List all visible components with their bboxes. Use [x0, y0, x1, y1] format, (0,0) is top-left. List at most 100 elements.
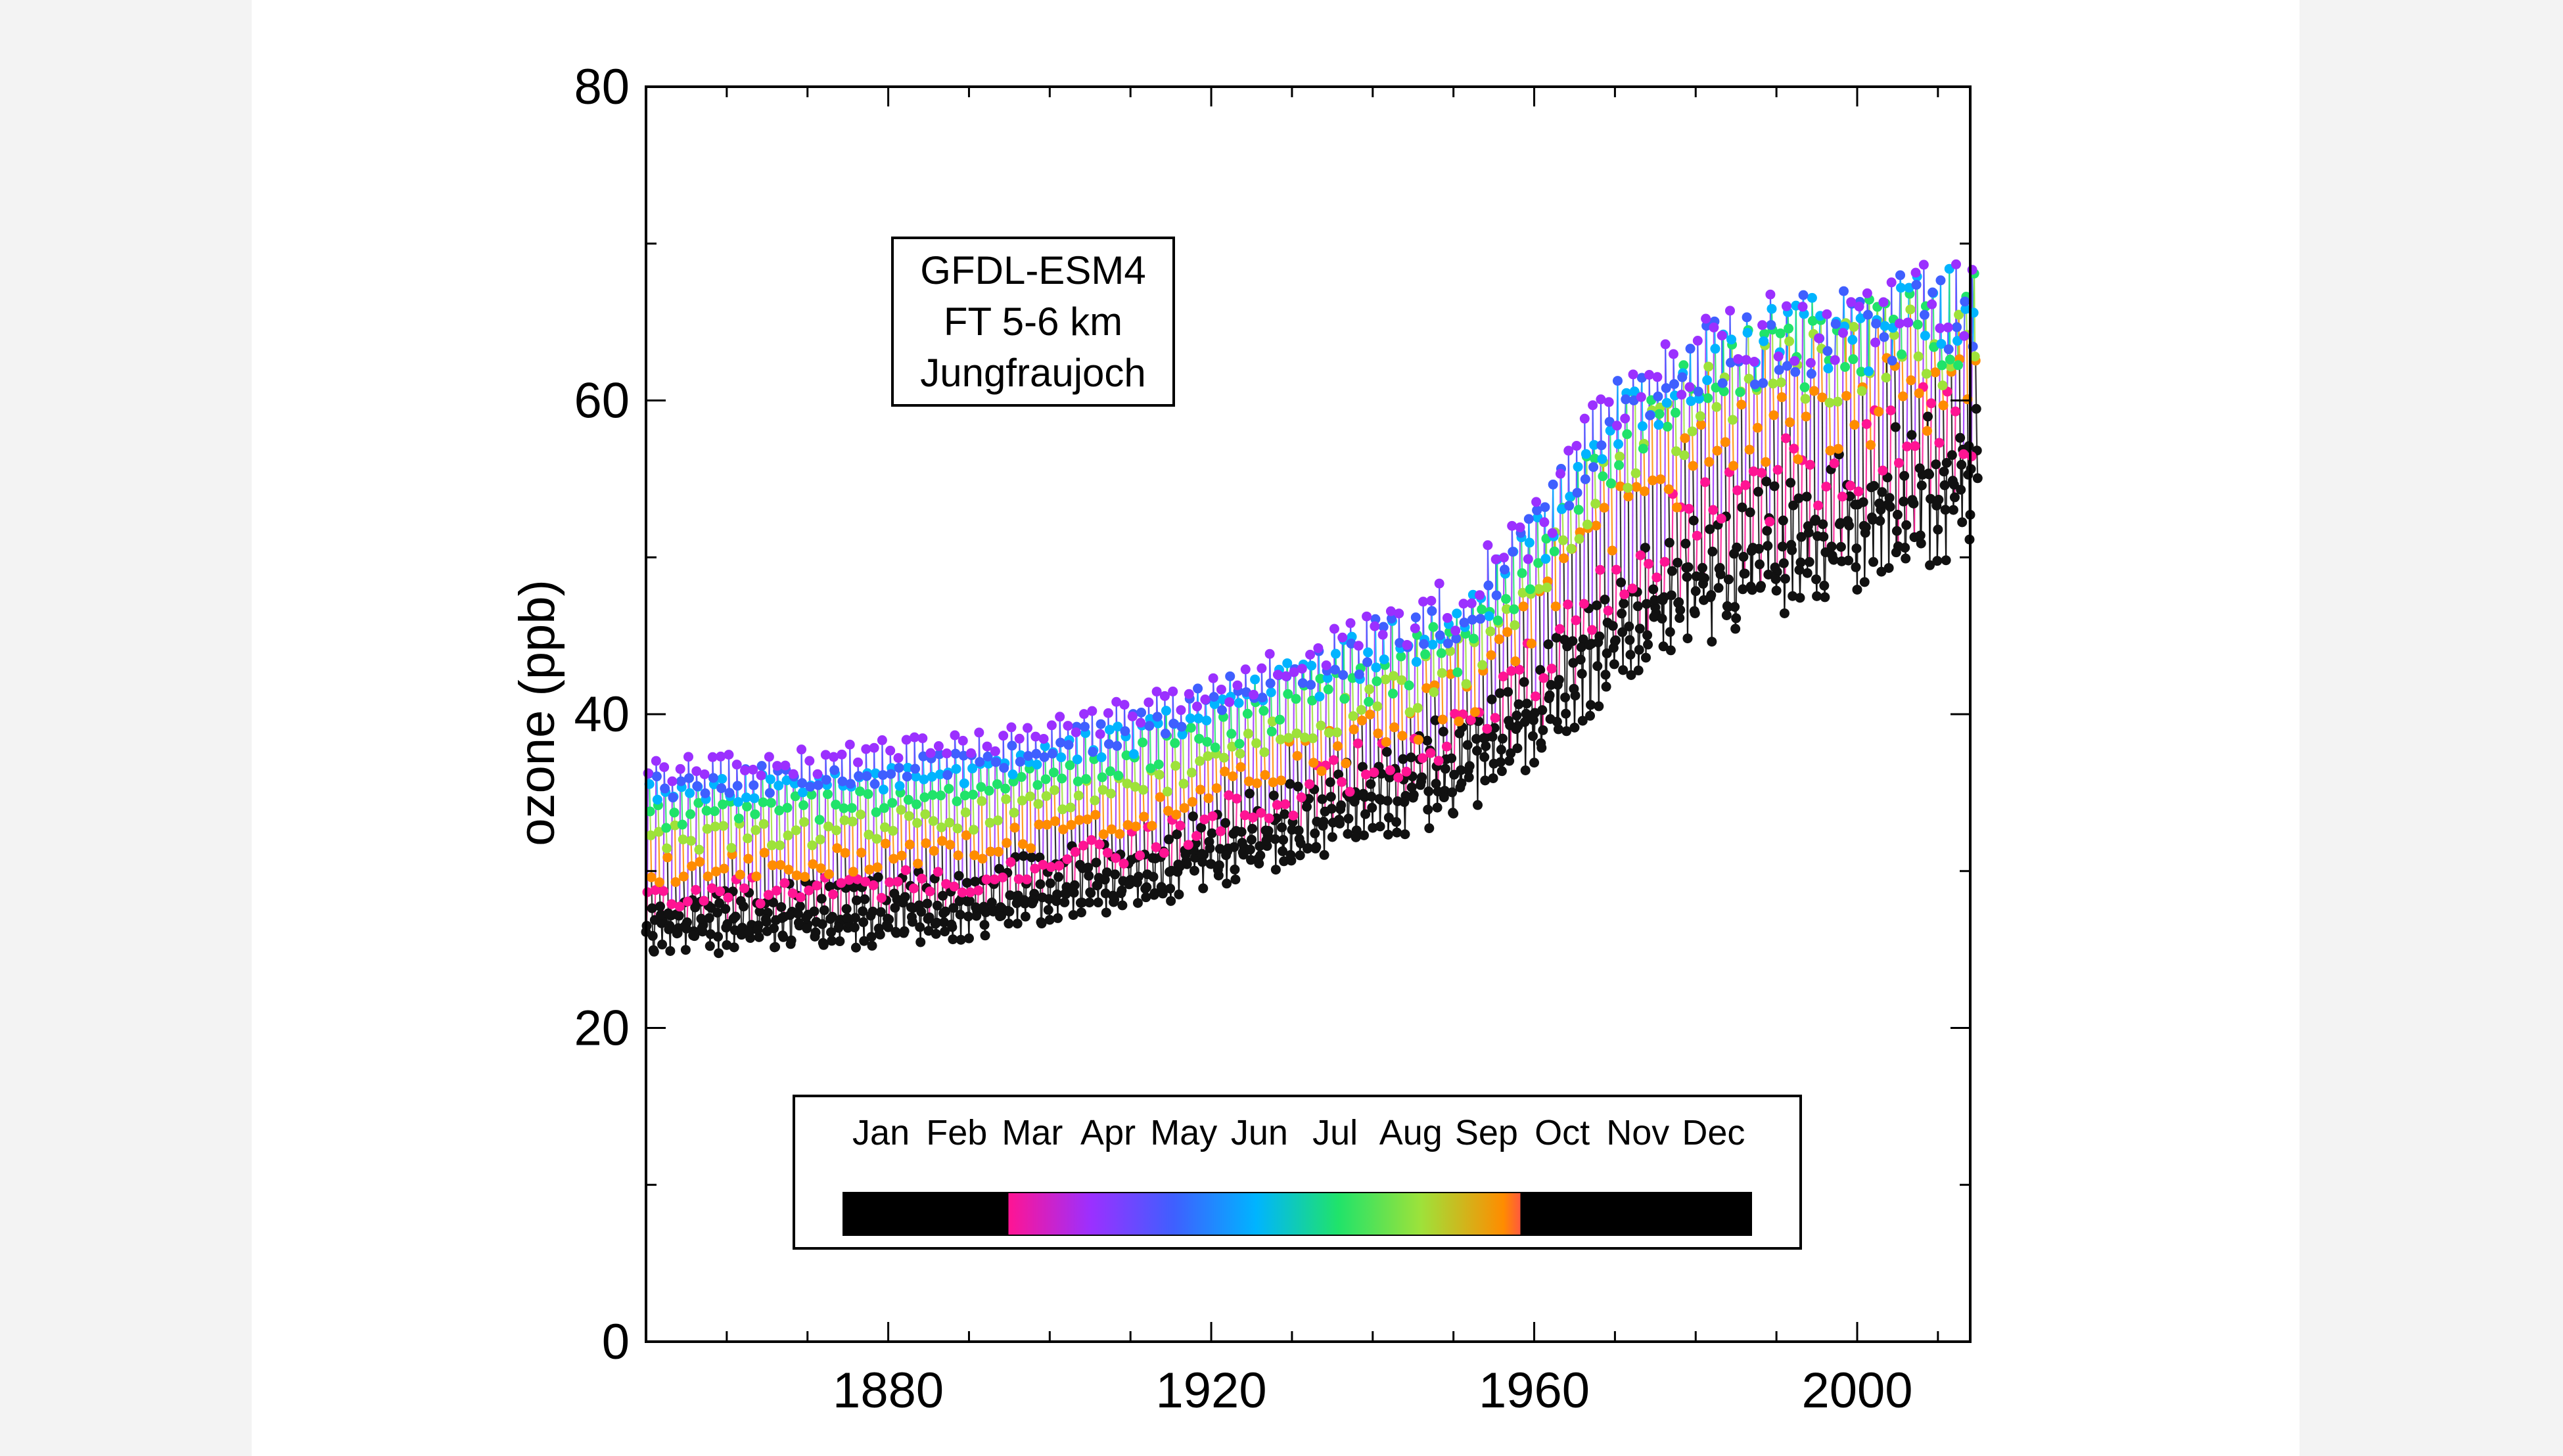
data-point-sep [791, 870, 802, 880]
data-point-dec [1237, 847, 1248, 857]
data-point-may [813, 780, 823, 790]
month-stem [795, 830, 798, 876]
data-point-may [1007, 740, 1017, 751]
data-point-oct [1074, 859, 1085, 870]
data-point-jul [1492, 615, 1503, 626]
data-point-feb [1506, 748, 1516, 758]
data-point-oct [961, 878, 972, 888]
data-point-aug [1679, 450, 1690, 461]
data-point-jun [911, 771, 921, 782]
month-stem [658, 832, 660, 882]
data-point-oct [1333, 769, 1344, 780]
data-point-apr [1450, 626, 1461, 636]
data-point-aug [879, 822, 890, 832]
axis-ticks [646, 85, 1970, 1343]
data-point-apr [893, 753, 904, 763]
data-point-oct [1890, 422, 1901, 432]
data-point-sep [1333, 741, 1343, 752]
data-point-jul [1040, 774, 1051, 785]
data-point-aug [1259, 747, 1270, 758]
data-point-dec [1205, 859, 1216, 869]
data-point-nov [801, 912, 812, 922]
data-point-aug [1800, 394, 1811, 404]
data-point-apr [1232, 680, 1243, 691]
data-point-apr [1111, 696, 1122, 707]
data-point-sep [1486, 650, 1496, 660]
data-point-oct [1600, 595, 1610, 605]
data-point-sep [1058, 824, 1069, 834]
data-point-may [1742, 312, 1752, 323]
data-point-mar [1191, 830, 1202, 841]
data-point-nov [890, 903, 900, 913]
data-point-nov [1084, 871, 1094, 881]
data-point-jul [1291, 694, 1301, 704]
data-point-sep [1389, 722, 1400, 733]
data-point-jan [1634, 645, 1644, 655]
data-point-sep [1260, 770, 1270, 781]
data-point-jul [709, 806, 720, 817]
data-point-dec [1100, 888, 1111, 899]
month-stem [1716, 450, 1719, 525]
data-point-dec [1456, 765, 1466, 775]
data-point-jan [1044, 915, 1055, 925]
data-point-dec [996, 902, 1006, 913]
data-point-oct [1317, 794, 1328, 804]
data-point-jan [714, 948, 724, 959]
data-point-aug [977, 796, 987, 806]
month-stem [1851, 304, 1853, 340]
data-point-may [1725, 357, 1736, 368]
data-point-jul [1509, 604, 1519, 614]
data-point-feb [1214, 844, 1225, 854]
month-stem [1846, 484, 1849, 521]
data-point-aug [1186, 767, 1197, 778]
data-point-aug [1728, 415, 1738, 425]
data-point-jan [1674, 613, 1685, 624]
y-tick-label: 40 [574, 687, 630, 742]
data-point-sep [1615, 481, 1626, 491]
month-stem [1906, 322, 1908, 447]
data-point-feb [1756, 581, 1766, 591]
data-point-jan [1602, 648, 1612, 658]
month-stem [955, 769, 958, 802]
month-stem [1405, 645, 1408, 772]
data-point-oct [1357, 762, 1368, 772]
data-point-jul [1323, 684, 1333, 694]
data-point-jul [1307, 695, 1318, 706]
data-point-jul [1799, 382, 1810, 392]
data-point-oct [1188, 811, 1198, 821]
data-point-apr [1168, 686, 1178, 696]
data-point-jul [1945, 354, 1955, 365]
data-point-jun [1766, 304, 1777, 314]
month-stem [1874, 342, 1876, 411]
month-stem [860, 814, 862, 853]
data-point-nov [1826, 541, 1837, 552]
month-label-jul: Jul [1312, 1113, 1358, 1152]
month-stem [1862, 387, 1864, 503]
data-point-mar [1885, 405, 1896, 416]
data-point-feb [1336, 800, 1347, 811]
data-point-apr [1151, 687, 1162, 697]
data-point-nov [1293, 825, 1304, 836]
data-point-sep [1752, 422, 1763, 433]
data-point-mar [804, 885, 814, 896]
data-point-nov [1762, 526, 1772, 536]
data-point-may [1548, 479, 1558, 489]
data-point-nov [1705, 592, 1716, 603]
month-stem [1373, 626, 1375, 773]
data-point-oct [1172, 829, 1182, 840]
data-point-mar [755, 898, 766, 909]
data-point-mar [1102, 848, 1113, 858]
data-point-jul [1678, 360, 1689, 371]
data-point-apr [1370, 621, 1380, 631]
data-point-oct [1527, 713, 1537, 723]
data-point-apr [942, 748, 952, 759]
data-point-nov [1899, 470, 1910, 481]
data-point-apr [1119, 700, 1130, 710]
data-point-nov [858, 906, 868, 917]
data-point-sep [1776, 392, 1787, 403]
data-point-may [1508, 547, 1518, 557]
data-point-jan [1246, 834, 1257, 845]
data-point-nov [1657, 614, 1667, 624]
data-point-jul [1654, 409, 1665, 419]
data-point-nov [1883, 499, 1893, 509]
